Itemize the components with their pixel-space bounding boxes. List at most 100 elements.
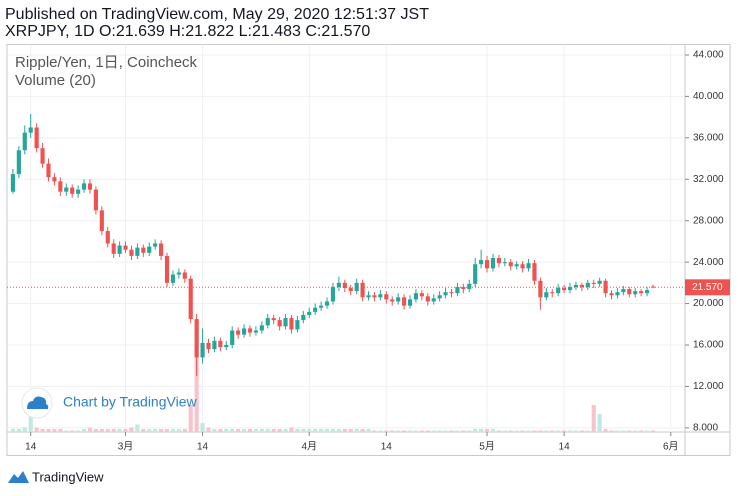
candle-body (425, 296, 430, 302)
candle-body (46, 163, 51, 178)
watermark: Chart by TradingView (21, 387, 197, 419)
volume-bar (230, 429, 235, 432)
candle-body (10, 174, 16, 192)
chart-frame (6, 44, 731, 456)
watermark-icon (27, 396, 49, 409)
x-tick-label: 14 (197, 442, 209, 453)
candle-body (461, 286, 466, 290)
candle-body (194, 319, 199, 358)
y-tick-label: 36.000 (693, 132, 724, 143)
volume-bar (354, 429, 359, 432)
candle-body (496, 257, 501, 264)
candle-body (117, 245, 122, 254)
candle-body (597, 280, 602, 284)
volume-bar (585, 430, 590, 432)
volume-bar (22, 427, 27, 432)
candle-body (64, 187, 69, 192)
volume-bar (372, 430, 377, 432)
candle-body (615, 292, 620, 296)
volume-bar (330, 429, 336, 432)
volume-bar (615, 430, 620, 432)
candle-body (129, 249, 134, 256)
candle-body (484, 260, 490, 269)
volume-bar (147, 429, 152, 432)
volume-bar (490, 429, 496, 432)
candle-body (135, 247, 140, 256)
ohlc-line: XRPJPY, 1D O:21.639 H:21.822 L:21.483 C:… (5, 23, 370, 40)
volume-bar (301, 429, 306, 432)
volume-bar (567, 430, 573, 432)
candle-body (378, 294, 383, 298)
candle-body (147, 246, 152, 253)
volume-bar (289, 427, 294, 432)
volume-bar (224, 429, 229, 432)
volume-bar (360, 429, 365, 432)
volume-bar (514, 430, 519, 432)
volume-bar (265, 429, 270, 432)
volume-bar (212, 429, 217, 432)
candle-body (490, 257, 496, 269)
candle-body (567, 286, 573, 291)
candle-body (212, 340, 217, 350)
volume-bar (508, 430, 513, 432)
candle-body (200, 342, 205, 358)
y-tick-label: 16.000 (693, 340, 724, 351)
candle-body (413, 293, 419, 300)
volume-bar (153, 429, 158, 432)
candle-body (271, 318, 276, 321)
x-tick-label: 4月 (301, 441, 317, 453)
candle-body (443, 292, 448, 296)
candle-body (241, 328, 247, 335)
volume-bar (384, 430, 389, 432)
candle-body (479, 260, 484, 265)
volume-bar (425, 430, 430, 432)
volume-bar (496, 430, 501, 432)
footer-logo (8, 471, 29, 483)
volume-bar (200, 423, 205, 432)
legend-symbol: Ripple/Yen, 1日, Coincheck (15, 54, 198, 71)
volume-bar (520, 430, 525, 432)
volume-bar (484, 429, 490, 432)
volume-bar (591, 405, 596, 432)
candle-body (28, 127, 33, 133)
volume-bar (402, 430, 407, 432)
volume-bar (633, 430, 638, 432)
volume-bar (16, 429, 21, 432)
y-tick-label: 40.000 (693, 91, 724, 102)
candle-body (562, 288, 567, 291)
volume-bar (467, 430, 472, 432)
last-price-box (685, 279, 730, 296)
candle-body (348, 288, 353, 292)
volume-bar (76, 430, 81, 432)
candle-body (644, 290, 650, 294)
candle-body (206, 342, 211, 350)
volume-bar (437, 430, 442, 432)
volume-bar (609, 430, 614, 432)
volume-bar (93, 429, 98, 432)
candle-body (455, 286, 460, 294)
volume-bar (52, 429, 57, 432)
volume-bar (176, 429, 181, 432)
volume-bar (479, 429, 484, 432)
last-price-label: 21.570 (692, 282, 723, 293)
y-tick-label: 12.000 (693, 381, 724, 392)
candle-body (390, 299, 395, 302)
volume-bar (277, 429, 282, 432)
candle-body (330, 286, 336, 302)
volume-bar (271, 429, 276, 432)
volume-bar (526, 430, 531, 432)
candle-body (22, 132, 27, 151)
candle-body (159, 243, 164, 256)
x-tick-label: 14 (559, 442, 571, 453)
candle-body (579, 284, 584, 287)
candle-body (324, 301, 330, 306)
candle-body (609, 293, 614, 296)
volume-bar (194, 345, 199, 432)
candle-body (182, 272, 187, 279)
candle-body (277, 320, 282, 327)
volume-bar (348, 429, 353, 432)
x-tick-label: 3月 (118, 441, 134, 453)
volume-bar (182, 429, 187, 432)
volume-bar (597, 414, 602, 432)
